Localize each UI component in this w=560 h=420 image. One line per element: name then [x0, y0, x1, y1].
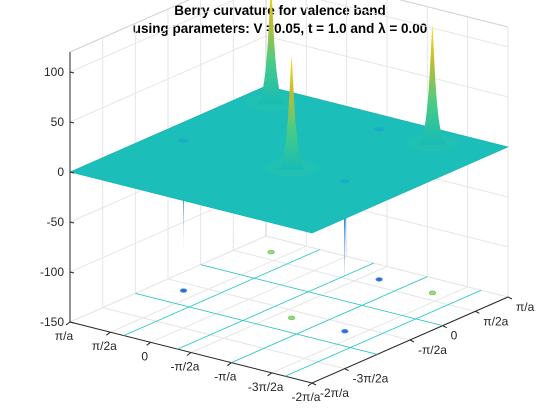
- x-tick-mark: [106, 331, 111, 336]
- floor-contour-valley: [375, 277, 383, 282]
- floor-grid-line: [102, 307, 345, 370]
- x-tick-mark: [65, 321, 71, 326]
- z-tick-mark: [69, 121, 75, 124]
- y-tick-label: -2π/a: [320, 386, 349, 400]
- valley-spike: [339, 181, 350, 294]
- floor-contour-line: [177, 262, 374, 350]
- floor-contour-peak: [288, 315, 296, 321]
- floor-contour-valley: [341, 329, 349, 334]
- x-tick-label: π/a: [55, 329, 74, 343]
- peak-spike: [257, 0, 286, 105]
- y-tick-label: π/2a: [483, 314, 508, 328]
- y-tick-mark: [344, 368, 349, 372]
- y-tick-mark: [311, 382, 317, 386]
- z-tick-mark: [69, 171, 75, 174]
- y-tick-label: π/a: [516, 300, 535, 314]
- x-tick-mark: [307, 382, 313, 387]
- floor-contour-peak: [428, 290, 436, 296]
- valley-mouth: [374, 127, 385, 132]
- floor-grid-line: [167, 278, 411, 341]
- y-tick-label: -3π/2a: [353, 372, 389, 386]
- z-tick-label: -50: [47, 215, 65, 229]
- x-tick-label: π/2a: [92, 339, 117, 353]
- x-tick-label: -2π/a: [292, 390, 321, 404]
- z-tick-mark: [69, 221, 75, 224]
- x-tick-mark: [227, 362, 232, 367]
- z-tick-label: 100: [44, 65, 64, 79]
- chart-title: Berry curvature for valence band: [174, 3, 386, 18]
- z-tick-label: 50: [51, 115, 65, 129]
- x-tick-label: -3π/2a: [248, 380, 284, 394]
- floor-contours: [123, 249, 482, 377]
- x-tick-mark: [267, 372, 272, 377]
- y-tick-mark: [507, 296, 513, 300]
- z-tick-mark: [69, 271, 75, 274]
- z-tick-label: -150: [40, 315, 64, 329]
- z-tick-mark: [69, 321, 75, 324]
- valley-mouth: [339, 179, 350, 184]
- box-top-edge: [69, 0, 509, 53]
- x-tick-label: 0: [141, 349, 148, 363]
- x-tick-mark: [186, 352, 192, 356]
- floor-contour-valley: [179, 288, 188, 293]
- x-tick-mark: [146, 341, 151, 346]
- peak-spike: [277, 55, 306, 170]
- z-tick-mark: [69, 71, 75, 74]
- valley-mouth: [178, 138, 189, 143]
- positive-peaks: [257, 0, 447, 170]
- y-tick-label: 0: [451, 329, 458, 343]
- x-tick-label: -π/a: [214, 370, 237, 384]
- floor-contour-line: [123, 249, 320, 336]
- floor-grid-line: [233, 249, 476, 312]
- y-tick-label: -π/2a: [418, 343, 447, 357]
- y-tick-mark: [409, 339, 415, 343]
- y-tick-mark: [475, 310, 480, 314]
- floor-contour-line: [231, 276, 428, 364]
- x-tick-label: -π/2a: [171, 360, 200, 374]
- floor-contour-line: [135, 292, 378, 355]
- z-tick-label: -100: [40, 265, 64, 279]
- axis-ticks: 100500-50-100-150π/aπ/2a0-π/2a-π/a-3π/2a…: [40, 65, 535, 404]
- y-tick-mark: [442, 325, 447, 329]
- peak-spike: [418, 24, 447, 145]
- floor-contour-peak: [267, 249, 275, 255]
- chart-subtitle: using parameters: V =0.05, t = 1.0 and λ…: [132, 21, 428, 36]
- z-tick-label: 0: [57, 165, 64, 179]
- floor-contour-line: [200, 264, 443, 327]
- floor-contour-line: [284, 289, 482, 377]
